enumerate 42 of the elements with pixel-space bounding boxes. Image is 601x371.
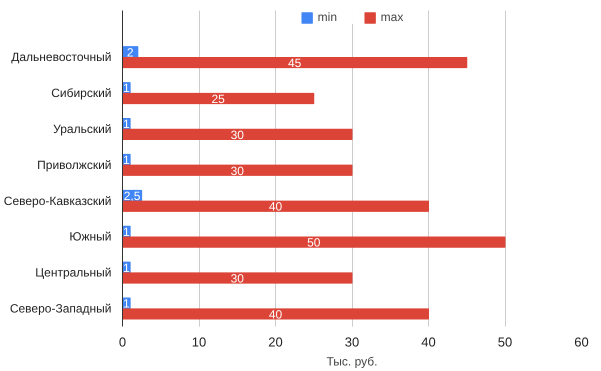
data-label: 45 <box>288 56 302 70</box>
bar <box>122 200 429 212</box>
bar <box>122 56 468 68</box>
bar <box>122 92 314 104</box>
data-label: 2 <box>126 45 134 60</box>
data-label: 30 <box>230 164 244 178</box>
y-tick-label: Уральский <box>53 122 112 136</box>
x-tick-label: 20 <box>268 334 283 350</box>
data-label: 40 <box>268 200 282 214</box>
x-tick-label: 10 <box>192 334 206 350</box>
x-axis-title: Тыс. руб. <box>326 354 378 368</box>
data-label: 1 <box>122 117 130 132</box>
data-label: 40 <box>268 307 282 322</box>
data-label: 25 <box>211 92 226 106</box>
bar <box>122 272 352 284</box>
legend-label: min <box>318 10 338 24</box>
data-label: 30 <box>230 128 244 142</box>
bar <box>122 128 352 140</box>
x-tick-label: 30 <box>344 334 360 350</box>
data-label: 1 <box>122 81 130 96</box>
y-tick-label: Дальневосточный <box>11 50 112 64</box>
bar <box>122 236 506 248</box>
y-tick-label: Центральный <box>35 266 112 280</box>
x-tick-label: 0 <box>118 334 126 350</box>
x-tick-label: 50 <box>498 334 512 350</box>
legend-label: max <box>380 10 404 24</box>
y-tick-label: Южный <box>69 230 112 244</box>
data-label: 2,5 <box>124 188 141 203</box>
y-tick-label: Северо-Западный <box>10 302 112 316</box>
data-label: 1 <box>122 224 130 239</box>
bar <box>122 308 429 320</box>
x-tick-label: 40 <box>421 334 436 350</box>
y-tick-label: Северо-Кавказский <box>4 194 112 208</box>
x-tick-label: 60 <box>574 334 589 350</box>
data-label: 50 <box>307 236 321 250</box>
bar <box>122 164 352 176</box>
data-label: 30 <box>230 272 244 286</box>
y-tick-label: Сибирский <box>51 86 112 100</box>
data-label: 1 <box>122 296 130 311</box>
data-label: 1 <box>122 153 130 168</box>
y-tick-label: Приволжский <box>37 158 112 172</box>
data-label: 1 <box>122 260 130 275</box>
